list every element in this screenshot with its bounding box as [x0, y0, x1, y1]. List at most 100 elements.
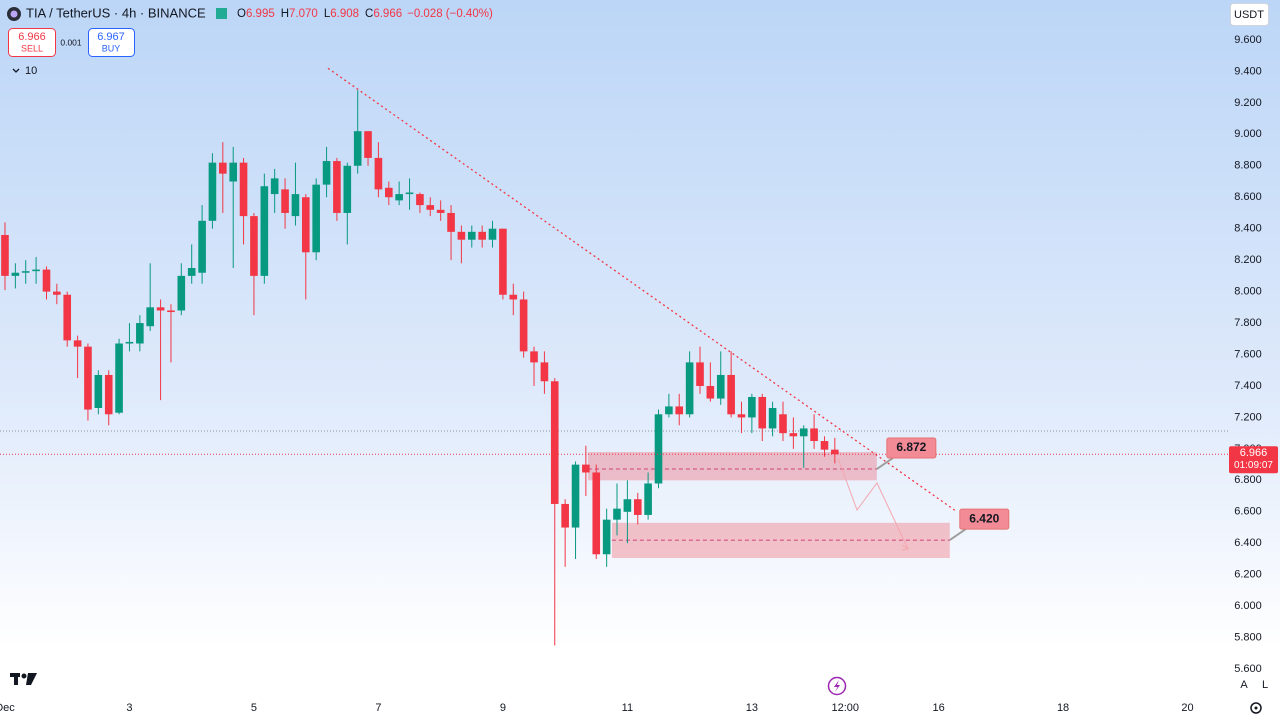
indicator-count[interactable]: 10	[25, 65, 37, 77]
candle-body	[436, 209, 445, 213]
zone-pointer	[949, 528, 967, 541]
y-tick-label: 8.800	[1234, 160, 1262, 172]
candle-body	[582, 464, 590, 473]
candle-body	[167, 310, 175, 313]
candle-body	[84, 346, 92, 410]
x-tick-label: 20	[1181, 702, 1193, 714]
candle-body	[540, 362, 549, 382]
auto-scale-button[interactable]	[1236, 676, 1253, 693]
ohlc-value: 6.908	[330, 8, 359, 20]
y-tick-label: 6.000	[1234, 600, 1262, 612]
candle-body	[613, 508, 621, 520]
x-tick-label: 3	[126, 702, 132, 714]
candle-body	[831, 449, 839, 455]
candle-body	[644, 483, 652, 515]
candle-body	[748, 396, 756, 418]
sell-button[interactable]	[8, 28, 56, 57]
candle-body	[426, 205, 435, 210]
lightning-icon	[834, 680, 840, 692]
candle-body	[706, 385, 715, 399]
buy-price: 6.967	[97, 31, 125, 43]
x-tick-label: 18	[1057, 702, 1069, 714]
candle-body	[716, 374, 725, 399]
currency-label: USDT	[1234, 9, 1264, 21]
candle-body	[727, 374, 735, 415]
candle-body	[509, 294, 518, 300]
y-tick-label: 7.200	[1234, 411, 1262, 423]
y-tick-label: 7.800	[1234, 317, 1262, 329]
candle-body	[623, 499, 632, 512]
candle-body	[530, 351, 538, 363]
candle-body	[820, 441, 829, 450]
candle-body	[405, 192, 414, 195]
candle-body	[11, 272, 20, 276]
y-tick-label: 8.600	[1234, 191, 1262, 203]
candle-body	[416, 194, 424, 206]
candle-body	[675, 406, 684, 415]
candle-body	[291, 194, 300, 217]
market-status	[216, 8, 227, 19]
y-tick-label: 6.800	[1234, 474, 1262, 486]
lightning-button[interactable]	[827, 676, 847, 696]
currency-button[interactable]	[1230, 3, 1269, 26]
price-tag-countdown: 01:09:07	[1234, 460, 1273, 471]
ohlc-key: L	[324, 8, 331, 20]
ohlc-key: H	[281, 8, 289, 20]
candle-body	[353, 131, 362, 166]
candle-body	[685, 362, 694, 415]
sell-label: SELL	[21, 43, 43, 53]
candle-body	[156, 307, 165, 311]
candle-body	[799, 428, 808, 437]
spread: 0.001	[60, 37, 82, 47]
candle-body	[519, 299, 528, 352]
candle-body	[633, 499, 642, 515]
candle-body	[385, 187, 393, 198]
candle-body	[550, 381, 559, 504]
candle-body	[198, 220, 206, 273]
candle-body	[592, 472, 601, 555]
candle-body	[229, 162, 238, 182]
candle-body	[810, 428, 818, 442]
buy-button[interactable]	[88, 28, 135, 57]
settings-icon[interactable]	[1250, 702, 1262, 714]
candle-body	[395, 194, 403, 201]
candle-body	[571, 464, 580, 528]
projection-path	[837, 457, 909, 550]
log-scale-button[interactable]	[1257, 676, 1274, 693]
ohlc-legend: O6.995 H7.070 L6.908 C6.966 −0.028 (−0.40%)	[237, 8, 493, 20]
zone-label-box	[959, 508, 1010, 530]
candle-body	[457, 231, 466, 240]
y-tick-label: 7.400	[1234, 380, 1262, 392]
candle-body	[239, 162, 248, 217]
candle-body	[478, 231, 486, 240]
price-tag	[1229, 446, 1278, 474]
zone-label-box	[886, 437, 937, 459]
sell-price: 6.966	[18, 31, 46, 43]
price-tag-value: 6.966	[1240, 447, 1268, 459]
y-tick-label: 8.000	[1234, 286, 1262, 298]
zone	[587, 452, 877, 481]
candle-body	[260, 186, 269, 276]
projection-arrowhead	[901, 544, 910, 551]
candle-body	[250, 216, 258, 276]
candle-body	[467, 231, 476, 240]
candle-body	[779, 414, 787, 434]
x-tick-label: 11	[622, 702, 633, 714]
candle-body	[219, 162, 227, 174]
candle-body	[42, 269, 51, 292]
zone-pointer	[876, 457, 894, 470]
collapse-icon[interactable]	[12, 68, 20, 73]
overlay: 6.872 6.420	[876, 437, 1010, 541]
symbol-title: TIA / TetherUS · 4h · BINANCE	[26, 5, 206, 20]
log-scale-label: L	[1262, 679, 1268, 691]
candle-body	[665, 406, 673, 415]
y-tick-label: 6.600	[1234, 506, 1262, 518]
candle-body	[187, 268, 196, 276]
candle-body	[32, 269, 40, 272]
y-tick-label: 9.600	[1234, 34, 1262, 46]
candle-body	[758, 396, 767, 429]
candle-body	[208, 162, 217, 221]
candle-body	[322, 161, 331, 185]
ohlc-value: 7.070	[289, 8, 318, 20]
